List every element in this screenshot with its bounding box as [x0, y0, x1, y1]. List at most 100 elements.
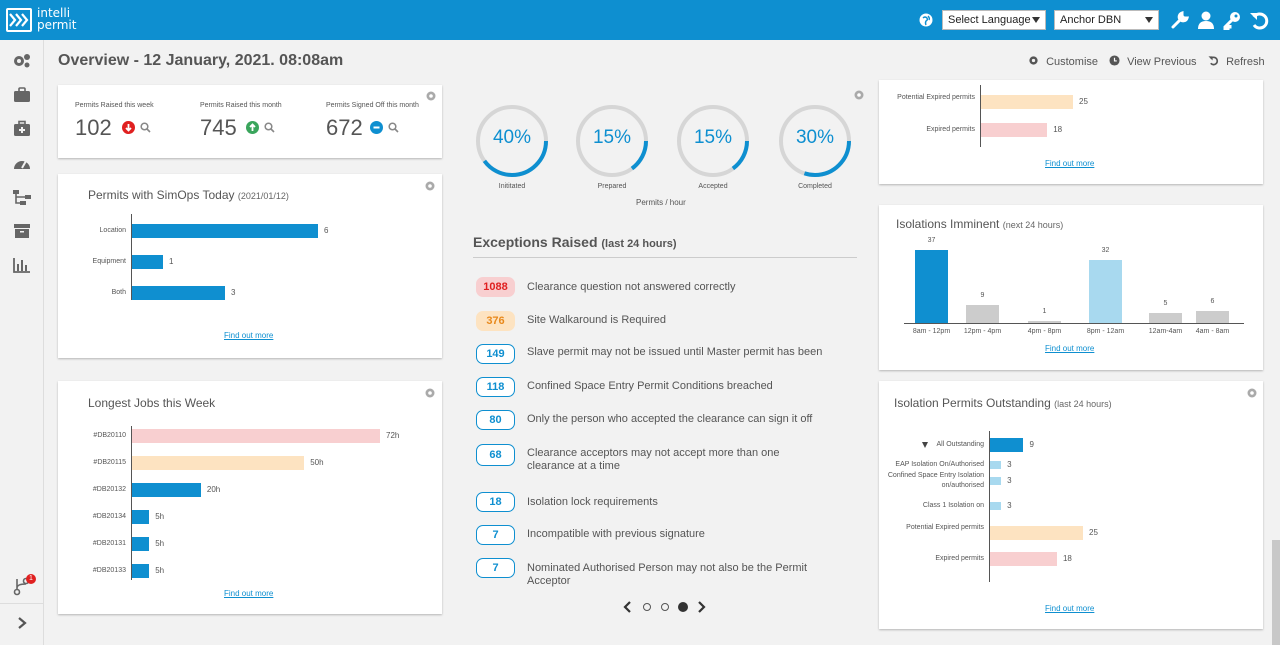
- exception-text[interactable]: Isolation lock requirements: [527, 496, 658, 508]
- chart-value-label: 3: [231, 288, 236, 297]
- chart-value-label: 3: [1007, 476, 1012, 485]
- refresh-label: Refresh: [1226, 56, 1265, 68]
- exception-text[interactable]: Clearance question not answered correctl…: [527, 281, 736, 293]
- isolations-imminent-card: Isolations Imminent (next 24 hours) Find…: [879, 205, 1263, 370]
- chart-value-label: 18: [1053, 125, 1063, 134]
- gear-icon[interactable]: [425, 90, 437, 102]
- wrench-icon[interactable]: [1170, 10, 1190, 30]
- chevron-right-icon[interactable]: [696, 601, 706, 613]
- simops-find-out-more-link[interactable]: Find out more: [224, 331, 274, 340]
- bar-chart-icon[interactable]: [12, 256, 32, 274]
- longest-jobs-title: Longest Jobs this Week: [88, 396, 216, 410]
- exception-text[interactable]: Confined Space Entry Permit Conditions b…: [527, 380, 773, 392]
- exception-text[interactable]: Only the person who accepted the clearan…: [527, 413, 813, 425]
- chart-bar: [990, 502, 1002, 510]
- chart-bar: [966, 305, 999, 323]
- undo-icon[interactable]: [1249, 10, 1269, 30]
- chart-category-label: Class 1 Isolation on: [922, 502, 984, 509]
- chart-category-label: 8pm - 12am: [1086, 328, 1125, 335]
- simops-card: Permits with SimOps Today (2021/01/12) F…: [58, 174, 442, 358]
- search-icon[interactable]: [264, 122, 275, 133]
- language-select[interactable]: Select Language: [942, 10, 1046, 30]
- view-previous-button[interactable]: View Previous: [1109, 55, 1197, 69]
- chevron-right-icon[interactable]: [16, 616, 28, 630]
- cogs-icon[interactable]: [12, 52, 32, 70]
- imminent-find-out-more-link[interactable]: Find out more: [1045, 344, 1095, 353]
- code-branch-button[interactable]: 1: [12, 574, 38, 598]
- chart-value-label: 3: [1007, 501, 1012, 510]
- gauge: 15% Prepared: [574, 103, 650, 199]
- gauge: 30% Completed: [777, 103, 853, 199]
- stat-label: Permits Signed Off this month: [326, 102, 419, 109]
- pager-dot[interactable]: [643, 603, 651, 611]
- gauge-arc: [779, 105, 851, 177]
- exception-text[interactable]: Slave permit may not be issued until Mas…: [527, 346, 823, 358]
- archive-icon[interactable]: [12, 222, 32, 240]
- exception-text[interactable]: Site Walkaround is Required: [527, 314, 666, 326]
- caret-down-icon[interactable]: [922, 442, 928, 448]
- intelli-permit-logo[interactable]: intelli permit: [6, 7, 86, 33]
- pager-dot-active[interactable]: [678, 602, 688, 612]
- refresh-icon: [1208, 56, 1219, 66]
- search-icon[interactable]: [140, 122, 151, 133]
- pager-dot[interactable]: [661, 603, 669, 611]
- page-scrollbar[interactable]: [1272, 540, 1280, 645]
- exception-text[interactable]: Clearance acceptors may not accept more …: [527, 447, 780, 472]
- globe-icon[interactable]: [919, 13, 933, 27]
- isolation-permits-outstanding-card: Isolation Permits Outstanding (last 24 h…: [879, 381, 1263, 629]
- clock-icon: [1109, 55, 1120, 66]
- first-aid-icon[interactable]: [12, 120, 32, 138]
- chart-bar: [132, 456, 305, 470]
- gear-icon[interactable]: [853, 89, 865, 101]
- gear-icon[interactable]: [424, 387, 436, 399]
- chart-bar: [981, 95, 1073, 109]
- sitemap-icon[interactable]: [12, 188, 32, 206]
- exception-text[interactable]: Incompatible with previous signature: [527, 528, 705, 540]
- chart-value-label: 5h: [155, 512, 165, 521]
- exception-count-badge[interactable]: 80: [476, 410, 515, 430]
- exception-count-badge[interactable]: 18: [476, 492, 515, 512]
- chart-bar: [132, 255, 163, 269]
- chart-bar: [1028, 321, 1061, 323]
- chevron-left-icon[interactable]: [623, 601, 633, 613]
- gear-icon[interactable]: [1246, 387, 1258, 399]
- chart-bar: [132, 483, 201, 497]
- chart-bar: [1196, 311, 1229, 323]
- exception-count-badge[interactable]: 1088: [476, 277, 515, 297]
- exception-count-badge[interactable]: 7: [476, 525, 515, 545]
- user-icon[interactable]: [1196, 10, 1216, 30]
- exception-count-badge[interactable]: 68: [476, 444, 515, 466]
- chart-category-label: #DB20133: [92, 567, 126, 574]
- chart-category-label: 4am - 8am: [1195, 328, 1230, 335]
- page-title: Overview - 12 January, 2021. 08:08am: [58, 52, 344, 69]
- chart-value-label: 5: [1163, 300, 1168, 308]
- exception-text[interactable]: Nominated Authorised Person may not also…: [527, 562, 808, 587]
- customise-button[interactable]: Customise: [1028, 55, 1098, 69]
- chart-bar: [990, 526, 1083, 540]
- exception-count-badge[interactable]: 118: [476, 377, 515, 397]
- expired-find-out-more-link[interactable]: Find out more: [1045, 159, 1095, 168]
- site-select[interactable]: Anchor DBN: [1054, 10, 1159, 30]
- chart-value-label: 32: [1101, 246, 1110, 254]
- key-icon[interactable]: [1222, 10, 1242, 30]
- refresh-button[interactable]: Refresh: [1208, 55, 1265, 69]
- chart-category-label: #DB20115: [93, 459, 126, 466]
- chart-value-label: 9: [1029, 440, 1034, 449]
- chart-value-label: 50h: [310, 458, 324, 467]
- chart-bar: [132, 286, 225, 300]
- briefcase-icon[interactable]: [12, 86, 32, 104]
- gear-icon[interactable]: [424, 180, 436, 192]
- simops-axis: [131, 214, 132, 300]
- chart-bar: [990, 477, 1002, 485]
- exception-count-badge[interactable]: 376: [476, 311, 515, 331]
- search-icon[interactable]: [388, 122, 399, 133]
- logo-mark-icon: [6, 8, 32, 32]
- exception-count-badge[interactable]: 149: [476, 344, 515, 364]
- sidebar-divider: [0, 603, 44, 604]
- outstanding-axis: [989, 431, 990, 582]
- outstanding-find-out-more-link[interactable]: Find out more: [1045, 604, 1095, 613]
- gear-icon: [1029, 56, 1038, 65]
- exception-count-badge[interactable]: 7: [476, 558, 515, 578]
- longest-jobs-find-out-more-link[interactable]: Find out more: [224, 589, 274, 598]
- dashboard-icon[interactable]: [12, 154, 32, 172]
